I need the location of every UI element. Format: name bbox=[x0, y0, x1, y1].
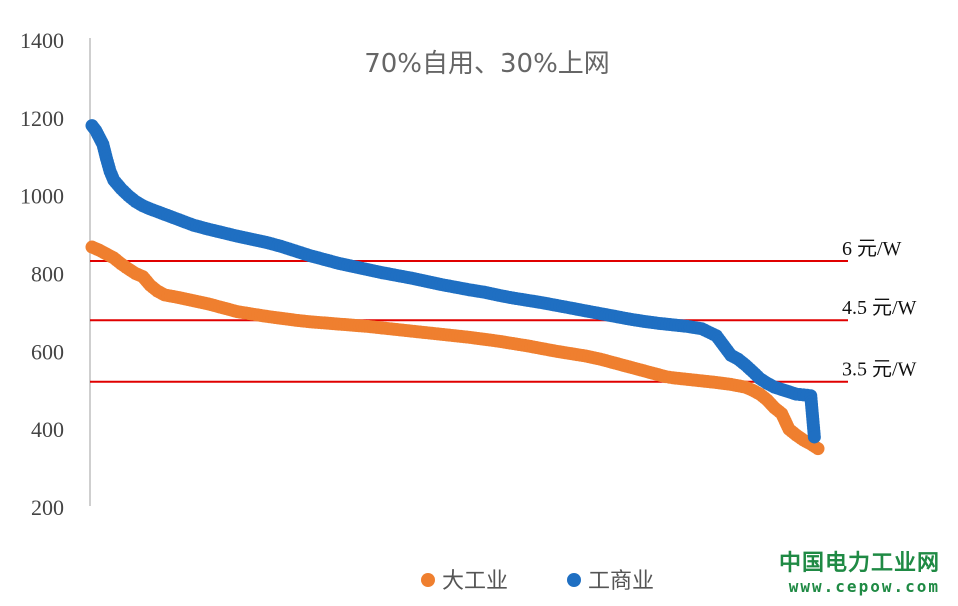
watermark-title: 中国电力工业网 bbox=[778, 551, 940, 576]
legend-label: 大工业 bbox=[442, 569, 508, 594]
series-0 bbox=[85, 240, 825, 456]
y-tick-label: 800 bbox=[31, 262, 64, 287]
legend: 大工业 工商业 bbox=[421, 569, 654, 594]
chart-title: 70%自用、30%上网 bbox=[364, 49, 610, 79]
legend-marker bbox=[421, 573, 435, 587]
y-tick-label: 1400 bbox=[20, 28, 64, 53]
legend-marker bbox=[567, 573, 581, 587]
reference-lines: 6 元/W 4.5 元/W 3.5 元/W bbox=[90, 238, 917, 383]
y-tick-label: 600 bbox=[31, 339, 64, 364]
y-tick-label: 1200 bbox=[20, 106, 64, 131]
reference-line-label: 6 元/W bbox=[842, 238, 902, 260]
data-point bbox=[811, 442, 825, 456]
reference-line-label: 4.5 元/W bbox=[842, 297, 917, 319]
series-layer bbox=[85, 119, 825, 456]
reference-line-label: 3.5 元/W bbox=[842, 359, 917, 381]
watermark-url: www.cepow.com bbox=[788, 577, 940, 596]
watermark: 中国电力工业网 www.cepow.com bbox=[779, 545, 940, 596]
y-tick-label: 400 bbox=[31, 417, 64, 442]
y-tick-label: 200 bbox=[31, 495, 64, 520]
data-point bbox=[807, 430, 821, 444]
legend-label: 工商业 bbox=[588, 569, 654, 594]
series-1 bbox=[85, 119, 821, 444]
y-tick-label: 1000 bbox=[20, 184, 64, 209]
y-axis-ticks: 200 400 600 800 1000 1200 1400 bbox=[20, 28, 64, 520]
